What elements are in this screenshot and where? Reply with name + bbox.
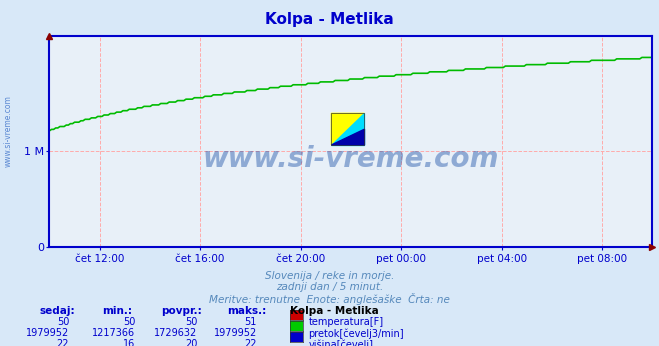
Text: Kolpa - Metlika: Kolpa - Metlika <box>265 12 394 27</box>
Text: temperatura[F]: temperatura[F] <box>308 317 384 327</box>
Text: Slovenija / reke in morje.: Slovenija / reke in morje. <box>265 271 394 281</box>
Text: 1729632: 1729632 <box>154 328 198 338</box>
Text: 1979952: 1979952 <box>214 328 257 338</box>
Text: Kolpa - Metlika: Kolpa - Metlika <box>290 306 379 316</box>
Text: 50: 50 <box>57 317 69 327</box>
Text: 16: 16 <box>123 339 135 346</box>
Text: sedaj:: sedaj: <box>40 306 75 316</box>
Text: 1217366: 1217366 <box>92 328 135 338</box>
Text: pretok[čevelj3/min]: pretok[čevelj3/min] <box>308 328 404 339</box>
Bar <box>331 113 364 145</box>
Text: min.:: min.: <box>102 306 132 316</box>
Text: Meritve: trenutne  Enote: anglešaške  Črta: ne: Meritve: trenutne Enote: anglešaške Črta… <box>209 293 450 306</box>
Text: www.si-vreme.com: www.si-vreme.com <box>203 145 499 173</box>
Text: 50: 50 <box>123 317 135 327</box>
Text: višina[čevelj]: višina[čevelj] <box>308 339 374 346</box>
Polygon shape <box>331 113 364 145</box>
Text: 20: 20 <box>185 339 198 346</box>
Polygon shape <box>331 113 364 145</box>
Text: 50: 50 <box>185 317 198 327</box>
Text: povpr.:: povpr.: <box>161 306 202 316</box>
Text: 22: 22 <box>244 339 257 346</box>
Polygon shape <box>331 129 364 145</box>
Text: zadnji dan / 5 minut.: zadnji dan / 5 minut. <box>276 282 383 292</box>
Text: 22: 22 <box>57 339 69 346</box>
Text: www.si-vreme.com: www.si-vreme.com <box>3 95 13 167</box>
Text: maks.:: maks.: <box>227 306 267 316</box>
Text: 1979952: 1979952 <box>26 328 69 338</box>
Text: 51: 51 <box>244 317 257 327</box>
